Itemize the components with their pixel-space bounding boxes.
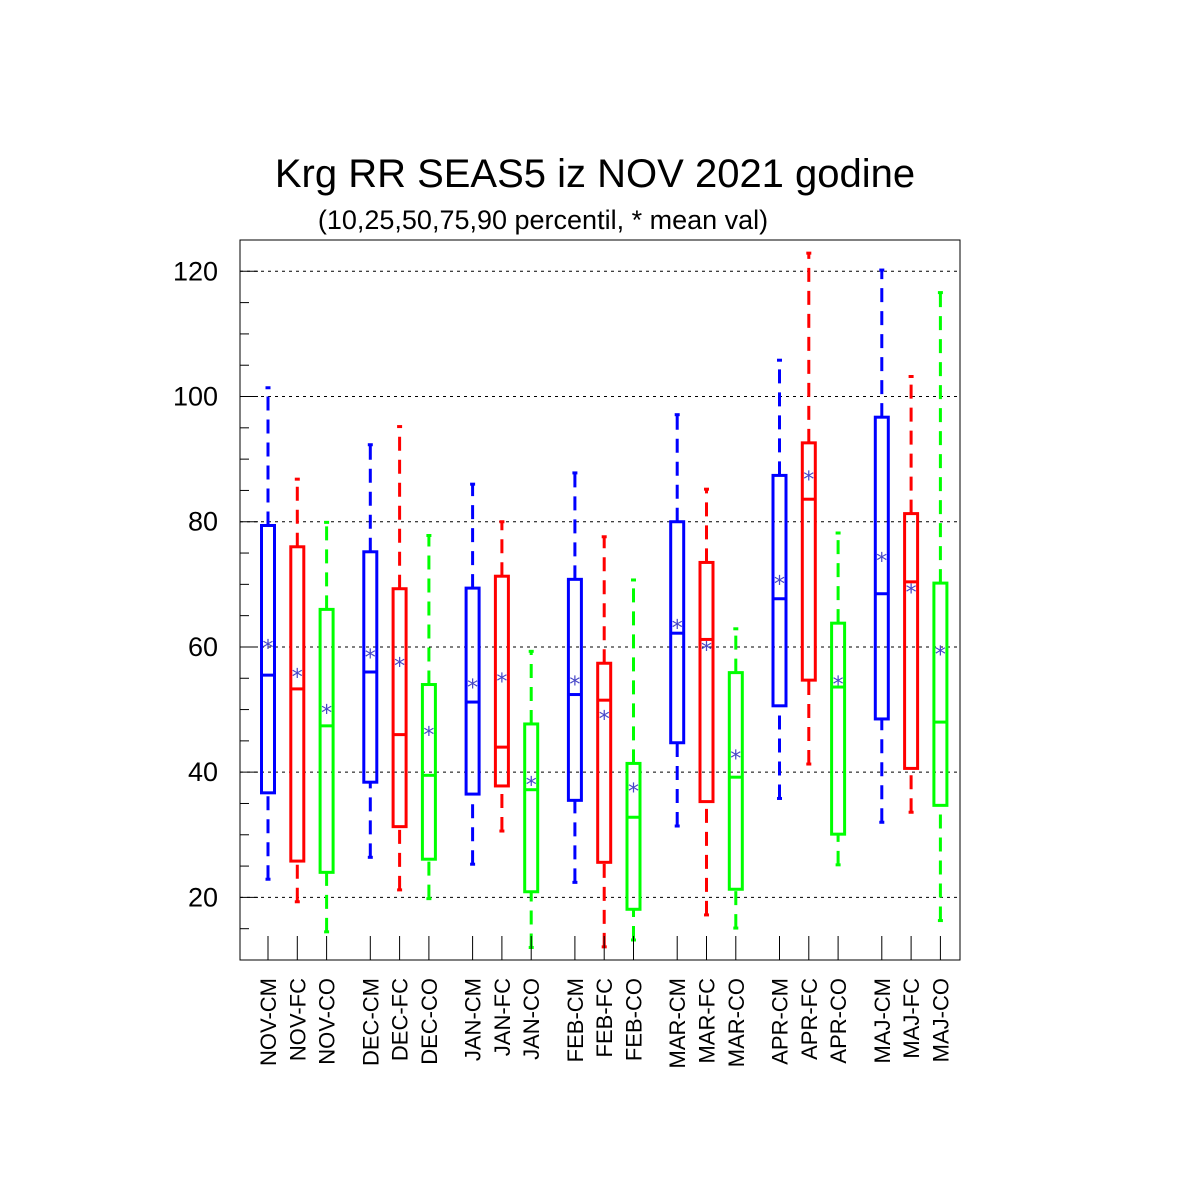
box-feb-fc: * bbox=[596, 535, 613, 949]
mean-marker: * bbox=[423, 724, 434, 749]
box-apr-fc: * bbox=[800, 251, 817, 766]
x-axis-labels: NOV-CM NOV-FC NOV-CO DEC-CM DEC-FC DEC-CO JAN-… bbox=[256, 978, 953, 1069]
mean-marker: * bbox=[906, 581, 917, 606]
x-label-maj-co: MAJ-CO bbox=[928, 978, 953, 1062]
y-tick-label-20: 20 bbox=[188, 882, 218, 912]
mean-marker: * bbox=[394, 655, 405, 680]
box-apr-co: * bbox=[830, 531, 847, 867]
grid-lines bbox=[240, 270, 960, 898]
iqr-box bbox=[727, 671, 744, 891]
mean-marker: * bbox=[321, 702, 332, 727]
iqr-box bbox=[566, 577, 583, 802]
iqr-box bbox=[523, 722, 540, 894]
x-label-feb-co: FEB-CO bbox=[622, 978, 647, 1061]
box-dec-fc: * bbox=[391, 425, 408, 892]
x-label-apr-fc: APR-FC bbox=[797, 978, 822, 1060]
iqr-box bbox=[260, 523, 276, 795]
mean-marker: * bbox=[292, 665, 303, 690]
x-label-dec-cm: DEC-CM bbox=[358, 978, 383, 1066]
box-feb-co: * bbox=[625, 578, 642, 942]
iqr-box bbox=[932, 581, 949, 807]
mean-marker: * bbox=[730, 747, 741, 772]
mean-marker: * bbox=[935, 643, 946, 668]
iqr-box bbox=[493, 574, 510, 788]
x-label-maj-cm: MAJ-CM bbox=[870, 978, 895, 1064]
x-label-jan-fc: JAN-FC bbox=[490, 978, 515, 1056]
y-tick-label-100: 100 bbox=[173, 382, 218, 412]
iqr-box bbox=[771, 473, 788, 708]
x-label-mar-fc: MAR-FC bbox=[695, 978, 720, 1064]
box-mar-cm: * bbox=[669, 413, 686, 828]
box-jan-fc: * bbox=[493, 520, 510, 833]
y-tick-label-120: 120 bbox=[173, 256, 218, 286]
x-label-mar-co: MAR-CO bbox=[724, 978, 749, 1067]
box-maj-fc: * bbox=[903, 374, 920, 814]
iqr-box bbox=[873, 415, 890, 721]
box-nov-fc: * bbox=[289, 477, 306, 904]
iqr-box bbox=[318, 607, 335, 874]
box-maj-co: * bbox=[932, 291, 949, 923]
x-label-apr-cm: APR-CM bbox=[768, 978, 793, 1065]
mean-marker: * bbox=[263, 637, 274, 662]
mean-marker: * bbox=[833, 673, 844, 698]
x-label-nov-cm: NOV-CM bbox=[256, 978, 281, 1066]
mean-marker: * bbox=[876, 550, 887, 575]
mean-marker: * bbox=[774, 573, 785, 598]
box-apr-cm: * bbox=[771, 358, 788, 800]
x-label-dec-fc: DEC-FC bbox=[388, 978, 413, 1061]
x-label-apr-co: APR-CO bbox=[826, 978, 851, 1064]
iqr-box bbox=[698, 560, 715, 804]
iqr-box bbox=[830, 621, 847, 836]
x-label-maj-fc: MAJ-FC bbox=[899, 978, 924, 1059]
iqr-box bbox=[625, 761, 642, 911]
box-feb-cm: * bbox=[566, 471, 583, 884]
y-tick-label-40: 40 bbox=[188, 757, 218, 787]
mean-marker: * bbox=[467, 676, 478, 701]
mean-marker: * bbox=[672, 617, 683, 642]
mean-marker: * bbox=[526, 774, 537, 799]
iqr-box bbox=[362, 550, 379, 784]
mean-marker: * bbox=[803, 468, 814, 493]
box-mar-fc: * bbox=[698, 487, 715, 917]
plot-frame bbox=[239, 239, 961, 961]
x-label-feb-fc: FEB-FC bbox=[592, 978, 617, 1058]
x-label-feb-cm: FEB-CM bbox=[563, 978, 588, 1062]
box-jan-cm: * bbox=[464, 482, 481, 866]
box-series: * * * * * * * * * * * * * * * * * * * * * bbox=[260, 251, 949, 949]
box-dec-co: * bbox=[420, 534, 437, 901]
y-tick-label-60: 60 bbox=[188, 632, 218, 662]
chart-title: Krg RR SEAS5 iz NOV 2021 godine bbox=[275, 152, 915, 196]
mean-marker: * bbox=[628, 780, 639, 805]
iqr-box bbox=[800, 441, 817, 682]
axes: 20 40 60 80 100 120 bbox=[173, 239, 941, 961]
x-label-nov-co: NOV-CO bbox=[315, 978, 340, 1065]
iqr-box bbox=[596, 661, 613, 864]
iqr-box bbox=[289, 545, 306, 863]
box-nov-cm: * bbox=[260, 386, 276, 881]
iqr-box bbox=[391, 587, 408, 829]
box-nov-co: * bbox=[318, 520, 335, 934]
iqr-box bbox=[420, 683, 437, 861]
x-label-mar-cm: MAR-CM bbox=[665, 978, 690, 1068]
iqr-box bbox=[464, 586, 481, 796]
mean-marker: * bbox=[599, 707, 610, 732]
box-maj-cm: * bbox=[873, 268, 890, 824]
box-jan-co: * bbox=[523, 649, 540, 949]
x-label-dec-co: DEC-CO bbox=[417, 978, 442, 1065]
mean-marker: * bbox=[569, 673, 580, 698]
mean-marker: * bbox=[365, 646, 376, 671]
x-label-nov-fc: NOV-FC bbox=[285, 978, 310, 1061]
x-label-jan-cm: JAN-CM bbox=[461, 978, 486, 1061]
mean-marker: * bbox=[496, 670, 507, 695]
box-dec-cm: * bbox=[362, 443, 379, 859]
box-mar-co: * bbox=[727, 627, 744, 930]
chart-subtitle: (10,25,50,75,90 percentil, * mean val) bbox=[318, 205, 768, 235]
iqr-box bbox=[903, 512, 920, 770]
x-label-jan-co: JAN-CO bbox=[519, 978, 544, 1060]
mean-marker: * bbox=[701, 638, 712, 663]
y-tick-label-80: 80 bbox=[188, 507, 218, 537]
